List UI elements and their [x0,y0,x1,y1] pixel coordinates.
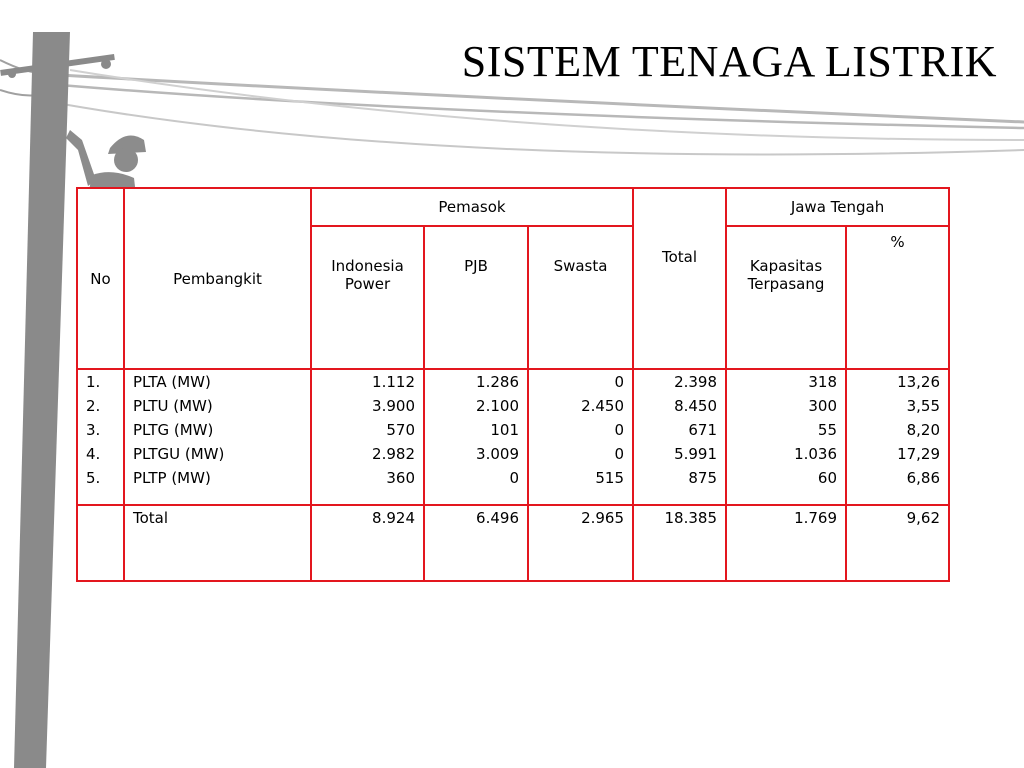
cell-pjb: 1.286 [476,373,519,391]
cell-total: 8.450 [674,397,718,415]
cell-indonesia-power: 1.112 [372,373,415,391]
header-pjb: PJB [423,225,529,370]
cell-total-indonesia-power: 8.924 [310,504,425,582]
header-indonesia-power: Indonesia Power [310,225,425,370]
pole-crossarm [0,53,115,78]
slide-title: SISTEM TENAGA LISTRIK [461,37,997,86]
cell-no: 5. [86,469,101,487]
cell-pembangkit: PLTA (MW) [133,373,211,391]
header-total-label: Total [661,247,698,266]
cell-pjb: 0 [509,469,519,487]
table-body-row: 1. 2. 3. 4. 5. PLTA (MW) PLTU (MW) PLTG … [76,368,951,506]
header-row-2: Indonesia Power PJB Swasta Kapasitas Ter… [77,225,951,370]
cell-percent: 6,86 [906,469,941,487]
header-total: Total [632,187,728,370]
cell-pembangkit: PLTP (MW) [133,469,211,487]
cell-total-no [76,504,125,582]
cell-percent: 8,20 [906,421,941,439]
header-pembangkit: Pembangkit [123,187,312,370]
cell-swasta: 0 [614,445,625,463]
cell-percent: 3,55 [906,397,941,415]
col-total: 2.398 8.450 671 5.991 875 [632,368,728,506]
cell-pembangkit: PLTG (MW) [133,421,214,439]
cell-swasta: 0 [614,373,625,391]
cell-total: 2.398 [674,373,718,391]
cell-pembangkit: PLTGU (MW) [133,445,225,463]
cell-percent: 17,29 [897,445,941,463]
col-indonesia-power: 1.112 3.900 570 2.982 360 [310,368,425,506]
cell-swasta: 515 [595,469,625,487]
cell-kapasitas: 300 [808,397,838,415]
cell-total-kapasitas: 1.769 [725,504,848,582]
cell-total-total: 18.385 [632,504,728,582]
cell-percent: 13,26 [897,373,941,391]
cell-indonesia-power: 360 [386,469,415,487]
cell-swasta: 2.450 [581,397,625,415]
cell-total-percent: 9,62 [845,504,951,582]
cell-pjb: 3.009 [476,445,519,463]
col-swasta: 0 2.450 0 0 515 [526,368,635,506]
col-pjb: 1.286 2.100 101 3.009 0 [423,368,529,506]
cell-indonesia-power: 2.982 [372,445,415,463]
header-percent: % [845,225,951,370]
col-pembangkit: PLTA (MW) PLTU (MW) PLTG (MW) PLTGU (MW)… [123,368,312,506]
header-kapasitas-line1: Kapasitas [749,257,823,275]
header-row-1: No Pembangkit Pemasok Total Jawa Tengah [76,187,951,370]
cell-pembangkit: PLTU (MW) [133,397,213,415]
cell-pjb: 101 [490,421,519,439]
cell-total: 875 [688,469,718,487]
cell-no: 4. [86,445,101,463]
header-jawa-tengah: Jawa Tengah [725,187,951,227]
utility-pole [14,32,70,768]
col-kapasitas: 318 300 55 1.036 60 [725,368,848,506]
table-total-row: Total 8.924 6.496 2.965 18.385 1.769 9,6… [76,504,951,582]
header-kapasitas-line2: Terpasang [747,275,825,293]
cell-kapasitas: 55 [817,421,838,439]
header-indonesia-power-line1: Indonesia [331,257,404,275]
cell-swasta: 0 [614,421,625,439]
col-no: 1. 2. 3. 4. 5. [76,368,125,506]
cell-kapasitas: 1.036 [794,445,838,463]
header-pemasok: Pemasok [309,187,635,227]
cell-total: 5.991 [674,445,718,463]
cell-total-label: Total [123,504,312,582]
cell-no: 3. [86,421,101,439]
cell-total-swasta: 2.965 [526,504,635,582]
header-swasta: Swasta [526,225,635,370]
cell-no: 1. [86,373,101,391]
cell-total-pjb: 6.496 [423,504,529,582]
power-capacity-table: No Pembangkit Pemasok Total Jawa Tengah … [76,187,951,582]
cell-total: 671 [688,421,718,439]
header-no: No [76,187,125,370]
cell-pjb: 2.100 [476,397,519,415]
power-wires [0,59,1024,156]
cell-kapasitas: 318 [808,373,838,391]
cell-indonesia-power: 3.900 [372,397,415,415]
col-percent: 13,26 3,55 8,20 17,29 6,86 [845,368,951,506]
cell-indonesia-power: 570 [386,421,415,439]
cell-kapasitas: 60 [817,469,838,487]
header-indonesia-power-line2: Power [344,275,391,293]
header-kapasitas-terpasang: Kapasitas Terpasang [725,225,848,370]
cell-no: 2. [86,397,101,415]
